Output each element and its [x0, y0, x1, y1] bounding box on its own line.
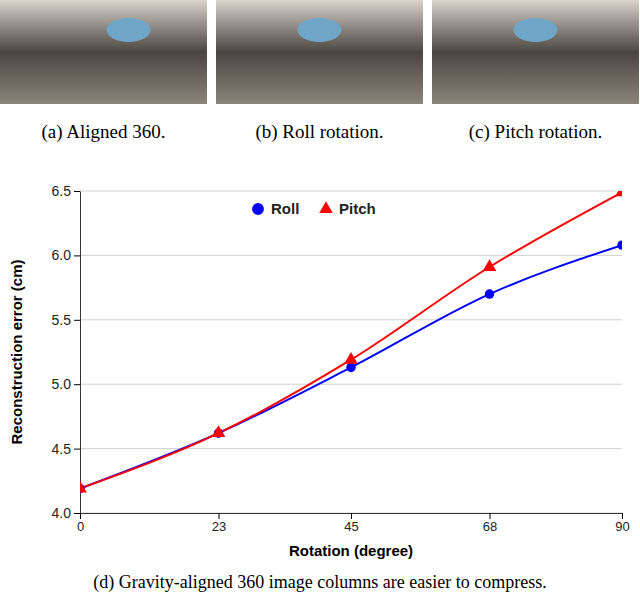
- tick-label: 5.5: [52, 312, 72, 328]
- tick-mark: [74, 384, 80, 385]
- figure: (a) Aligned 360. (b) Roll rotation. (c) Pi…: [0, 0, 640, 595]
- tick: 23: [212, 513, 226, 534]
- tick-mark: [622, 513, 623, 519]
- axis-line: [80, 192, 81, 514]
- marker: [615, 191, 622, 196]
- tick-label: 6.0: [52, 247, 72, 263]
- tick-mark: [74, 255, 80, 256]
- tick-label: 23: [212, 519, 226, 534]
- y-axis-title: Reconstruction error (cm): [8, 259, 25, 444]
- marker: [483, 259, 497, 271]
- tick-label: 5.0: [52, 376, 72, 392]
- tick-mark: [351, 513, 352, 519]
- grid: [80, 191, 622, 513]
- tick: 6.5: [52, 183, 80, 199]
- legend-marker: [252, 203, 264, 215]
- tick-label: 4.0: [52, 505, 72, 521]
- x-axis-title: Rotation (degree): [289, 542, 413, 559]
- tick: 5.0: [52, 376, 80, 392]
- marker: [80, 481, 87, 493]
- y-axis: 4.0 4.5 5.0 5.5 6.0 6.5: [52, 183, 81, 521]
- grid-line: [80, 191, 622, 192]
- panorama-detail: [107, 18, 151, 42]
- legend-label: Pitch: [339, 200, 376, 217]
- legend-marker: [319, 201, 333, 213]
- marker: [346, 363, 355, 372]
- legend: Roll Pitch: [252, 200, 376, 217]
- marker: [212, 425, 226, 437]
- tick: 6.0: [52, 247, 80, 263]
- marker: [344, 352, 358, 364]
- panorama-image: [0, 0, 207, 104]
- tick-label: 90: [615, 519, 629, 534]
- grid-line: [80, 448, 622, 449]
- tick-mark: [74, 320, 80, 321]
- tick-label: 4.5: [52, 441, 72, 457]
- x-axis: 0 23 45 68 90: [77, 513, 630, 534]
- tick-label: 0: [77, 519, 84, 534]
- tick: 90: [615, 513, 629, 534]
- plot-area: [80, 191, 622, 493]
- tick-mark: [80, 513, 81, 519]
- tick-label: 68: [483, 519, 497, 534]
- tick-mark: [74, 191, 80, 192]
- series-line: [80, 245, 622, 488]
- tick: 68: [483, 513, 497, 534]
- tick: 0: [77, 513, 84, 534]
- tick-mark: [490, 513, 491, 519]
- panorama-image: [432, 0, 639, 104]
- grid-line: [80, 255, 622, 256]
- marker: [617, 240, 622, 249]
- panorama-detail: [298, 18, 342, 42]
- tick-mark: [219, 513, 220, 519]
- legend-label: Roll: [271, 200, 299, 217]
- marker: [485, 289, 494, 298]
- grid-line: [80, 384, 622, 385]
- grid-line: [80, 319, 622, 320]
- panel-caption: (a) Aligned 360.: [41, 121, 165, 143]
- tick: 5.5: [52, 312, 80, 328]
- tick: 4.0: [52, 505, 80, 521]
- panorama-detail: [514, 18, 558, 42]
- tick-label: 45: [344, 519, 358, 534]
- figure-caption: (d) Gravity-aligned 360 image columns ar…: [93, 572, 546, 593]
- tick-mark: [74, 513, 80, 514]
- tick: 45: [344, 513, 358, 534]
- tick: 4.5: [52, 441, 80, 457]
- tick-mark: [74, 449, 80, 450]
- tick-label: 6.5: [52, 183, 72, 199]
- panel-caption: (c) Pitch rotation.: [469, 121, 603, 143]
- panel-caption: (b) Roll rotation.: [255, 121, 383, 143]
- panorama-image: [216, 0, 423, 104]
- series-line: [80, 192, 622, 488]
